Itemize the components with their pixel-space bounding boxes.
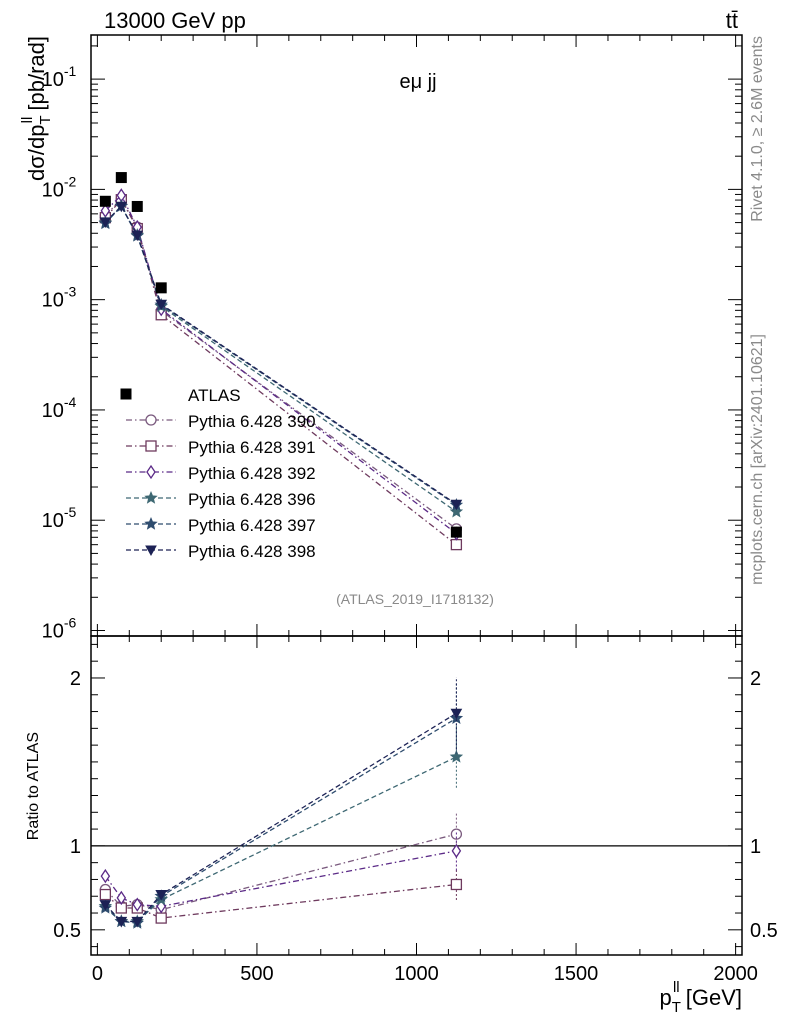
series-marker-2 xyxy=(450,538,463,551)
ratio-marker-6 xyxy=(99,900,112,911)
ratio-line-4 xyxy=(104,756,457,923)
y-tick-label: 10-1 xyxy=(42,63,77,91)
xlabel-sub: T xyxy=(672,999,681,1016)
series-marker-6 xyxy=(450,499,463,511)
ratio-marker-4 xyxy=(449,749,464,763)
ratio-marker-6 xyxy=(155,890,168,901)
ratio-marker-2 xyxy=(99,888,112,901)
xlabel-unit: [GeV] xyxy=(680,985,742,1010)
y-axis-label-main: dσ/dpTll [pb/rad] xyxy=(19,36,54,181)
y-tick-exp: -3 xyxy=(64,284,77,300)
side-label-rivet: Rivet 4.1.0, ≥ 2.6M events xyxy=(749,36,766,222)
ylabel-part-1: dσ/dp xyxy=(24,125,49,181)
ratio-marker-3 xyxy=(116,890,127,906)
y-tick-label: 10-3 xyxy=(42,284,77,312)
x-tick-label: 1000 xyxy=(394,963,439,985)
legend-label-5: Pythia 6.428 397 xyxy=(188,516,316,535)
y-tick-exp: -2 xyxy=(64,173,77,189)
x-tick-label: 500 xyxy=(240,963,273,985)
series-marker-6 xyxy=(131,230,144,242)
xlabel-sup: ll xyxy=(673,979,680,996)
legend-label-4: Pythia 6.428 396 xyxy=(188,490,316,509)
side-label-mcplots: mcplots.cern.ch [arXiv:2401.10621] xyxy=(749,334,766,585)
x-tick-label: 1500 xyxy=(554,963,599,985)
ratio-y-tick-label-right: 2 xyxy=(750,668,761,690)
y-axis-label-ratio: Ratio to ATLAS xyxy=(25,732,42,840)
x-axis-label: pTll [GeV] xyxy=(660,979,742,1016)
series-line-6 xyxy=(104,205,457,505)
y-tick-exp: -1 xyxy=(64,63,77,79)
main-panel: 10-610-510-410-310-210-1 xyxy=(42,34,743,642)
legend-label-6: Pythia 6.428 398 xyxy=(188,542,316,561)
ratio-marker-2 xyxy=(155,912,167,924)
y-tick-exp: -5 xyxy=(64,504,77,520)
legend-marker-4 xyxy=(144,490,158,504)
legend: ATLAS Pythia 6.428 390 Pythia 6.428 391 Pyt… xyxy=(120,386,316,561)
legend-marker-3 xyxy=(146,464,156,480)
y-tick-base: 10 xyxy=(42,620,64,642)
ratio-y-tick-label-left: 1 xyxy=(70,836,81,858)
series-marker-6 xyxy=(99,217,112,228)
ratio-marker-6 xyxy=(450,708,463,720)
y-tick-label: 10-2 xyxy=(42,173,77,201)
legend-marker-2 xyxy=(145,440,157,452)
y-tick-base: 10 xyxy=(42,290,64,312)
legend-label-3: Pythia 6.428 392 xyxy=(188,464,316,483)
ratio-line-1 xyxy=(104,833,457,911)
ratio-y-tick-label-left: 0.5 xyxy=(53,920,81,942)
legend-label-1: Pythia 6.428 390 xyxy=(188,412,316,431)
y-tick-label: 10-6 xyxy=(42,614,77,642)
legend-marker-atlas xyxy=(120,388,132,400)
data-point-atlas xyxy=(99,195,111,207)
data-point-atlas xyxy=(155,282,167,294)
series-marker-4 xyxy=(449,504,464,518)
ylabel-part-2: [pb/rad] xyxy=(24,36,49,117)
y-tick-label: 10-5 xyxy=(42,504,77,532)
ratio-y-tick-label-right: 0.5 xyxy=(750,920,778,942)
ratio-marker-6 xyxy=(115,916,128,928)
ratio-frame xyxy=(90,635,743,956)
y-tick-base: 10 xyxy=(42,400,64,422)
ratio-y-tick-label-left: 2 xyxy=(70,668,81,690)
ratio-panel: 0 500 1000 1500 2000 0.5 0.5 1 1 2 2 xyxy=(53,635,778,985)
series-marker-6 xyxy=(115,201,128,213)
legend-label-atlas: ATLAS xyxy=(188,386,241,405)
legend-marker-5 xyxy=(144,516,158,530)
xlabel-p: p xyxy=(660,985,672,1010)
y-tick-exp: -6 xyxy=(64,614,77,630)
channel-label: eμ jj xyxy=(399,71,436,93)
ratio-marker-6 xyxy=(131,916,144,928)
ratio-y-tick-label-right: 1 xyxy=(750,836,761,858)
ratio-marker-3 xyxy=(132,897,143,912)
ylabel-sub: T xyxy=(37,115,54,124)
process-label: tt̄ xyxy=(726,8,738,33)
legend-marker-1 xyxy=(145,414,157,426)
legend-label-2: Pythia 6.428 391 xyxy=(188,438,316,457)
analysis-label: (ATLAS_2019_I1718132) xyxy=(336,591,494,607)
series-line-4 xyxy=(104,205,457,513)
y-tick-base: 10 xyxy=(42,69,64,91)
legend-marker-6 xyxy=(145,545,157,557)
x-tick-label: 0 xyxy=(92,963,103,985)
ratio-marker-3 xyxy=(451,843,462,859)
data-point-atlas xyxy=(450,526,462,538)
ylabel-sup: ll xyxy=(19,117,36,124)
ratio-marker-2 xyxy=(450,878,463,891)
y-tick-exp: -4 xyxy=(64,394,77,410)
y-tick-base: 10 xyxy=(42,510,64,532)
energy-label: 13000 GeV pp xyxy=(104,8,246,33)
data-point-atlas xyxy=(115,172,127,184)
y-tick-label: 10-4 xyxy=(42,394,77,422)
series-marker-6 xyxy=(155,299,168,311)
series-line-5 xyxy=(104,205,457,506)
x-tick-label: 2000 xyxy=(713,963,758,985)
data-point-atlas xyxy=(131,200,143,212)
ratio-marker-3 xyxy=(100,868,111,884)
y-tick-base: 10 xyxy=(42,179,64,201)
